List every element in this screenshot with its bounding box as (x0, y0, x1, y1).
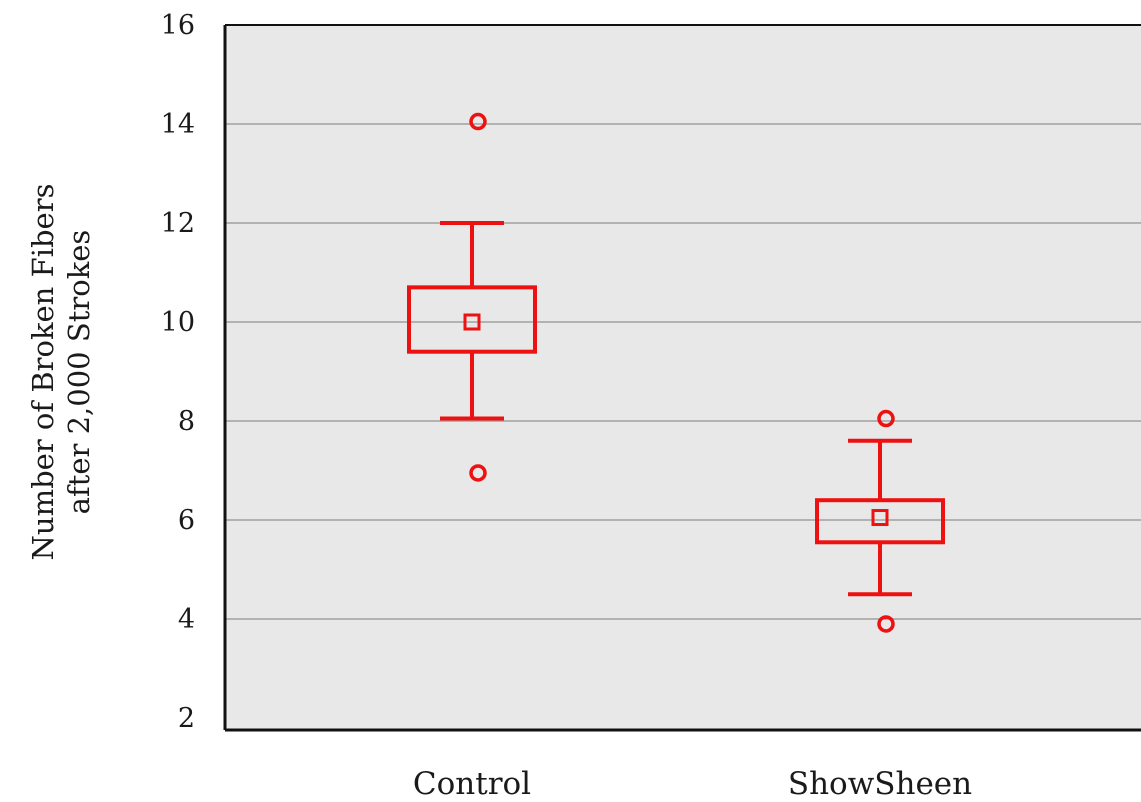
y-tick-labels: 2 4 6 8 10 12 14 16 (161, 10, 195, 734)
gridlines (225, 123, 1141, 620)
y-tick-label: 12 (161, 208, 195, 239)
mean-marker (871, 509, 889, 527)
y-axis-title: Number of Broken Fibers after 2,000 Strok… (26, 184, 96, 561)
x-category-label: ShowSheen (788, 766, 972, 802)
outlier-point (469, 464, 487, 482)
boxes (407, 112, 945, 633)
y-tick-label: 4 (178, 604, 195, 635)
box-showsheen (815, 409, 945, 633)
y-axis-title-line: Number of Broken Fibers (26, 184, 60, 561)
mean-marker (463, 313, 481, 331)
y-tick-label: 16 (161, 10, 195, 41)
y-tick-label: 2 (178, 703, 195, 734)
axes (223, 24, 1141, 732)
y-tick-label: 14 (161, 109, 195, 140)
plot-area (225, 25, 1141, 730)
x-category-label: Control (413, 766, 531, 802)
y-tick-label: 6 (178, 505, 195, 536)
box-control (407, 112, 537, 482)
x-category-labels: Control ShowSheen (413, 766, 972, 802)
outlier-point (877, 615, 895, 633)
outlier-point (469, 112, 487, 131)
outlier-point (877, 409, 895, 428)
y-tick-label: 8 (178, 406, 195, 437)
iqr-box (815, 498, 945, 545)
y-axis-title-group: Number of Broken Fibers after 2,000 Strok… (26, 184, 96, 561)
y-axis-title-line: after 2,000 Strokes (62, 230, 96, 515)
y-tick-label: 10 (161, 307, 195, 338)
iqr-box (407, 285, 537, 354)
